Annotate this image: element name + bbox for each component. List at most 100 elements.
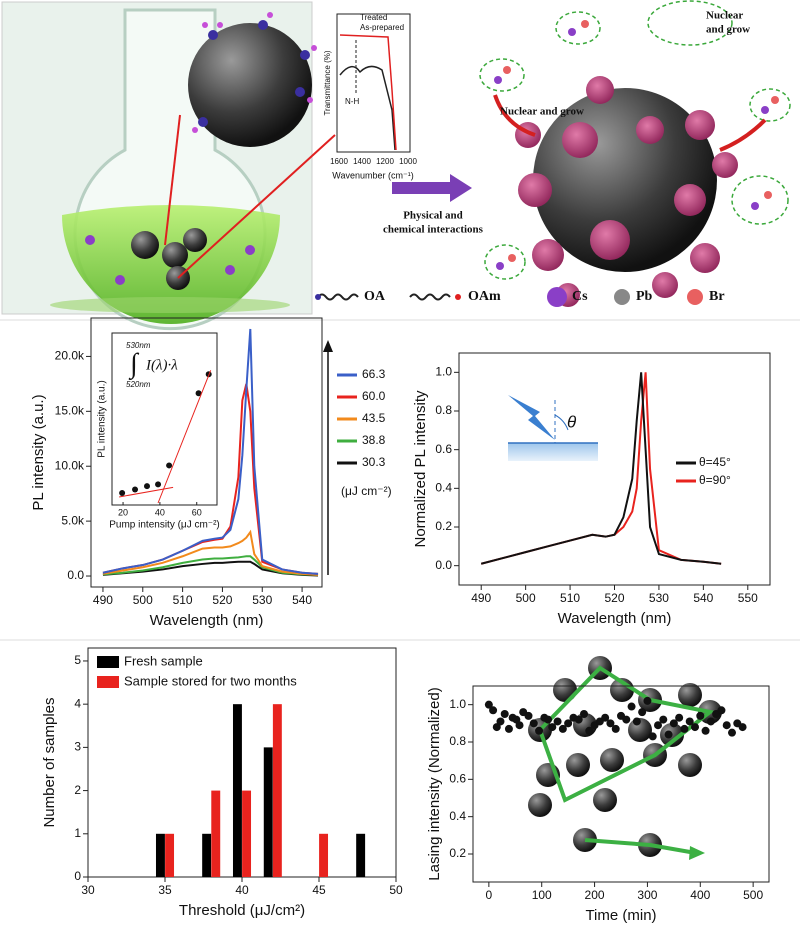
x-tick-label: 40 bbox=[235, 883, 249, 897]
x-tick-label: 550 bbox=[738, 591, 758, 605]
x-tick-label: 200 bbox=[585, 888, 605, 902]
point bbox=[515, 721, 524, 730]
plot-frame bbox=[111, 332, 218, 506]
plot-frame bbox=[472, 685, 770, 883]
y-axis-label: Lasing intensity (Normalized) bbox=[426, 687, 443, 880]
point bbox=[504, 724, 513, 733]
point bbox=[574, 715, 583, 724]
x-tick-label: 100 bbox=[532, 888, 552, 902]
x-tick-label: 400 bbox=[690, 888, 710, 902]
bar bbox=[155, 833, 165, 877]
bar bbox=[263, 747, 273, 877]
legend-arrow-head bbox=[323, 340, 333, 352]
particle bbox=[528, 793, 552, 817]
path-arrow bbox=[584, 838, 691, 854]
point bbox=[611, 724, 620, 733]
point bbox=[728, 728, 736, 737]
series-line bbox=[102, 328, 319, 575]
point bbox=[496, 717, 505, 726]
series-line bbox=[102, 560, 319, 577]
legend-label: Pb bbox=[636, 289, 653, 304]
point bbox=[144, 483, 150, 490]
y-tick-label: 0 bbox=[74, 869, 81, 883]
y-tick-label: 0.8 bbox=[449, 734, 466, 748]
legend-label: Sample stored for two months bbox=[124, 673, 297, 688]
point bbox=[717, 706, 726, 715]
inset-bg bbox=[112, 333, 217, 505]
point bbox=[553, 717, 562, 726]
legend-label: 30.3 bbox=[362, 455, 386, 469]
point bbox=[622, 715, 631, 724]
legend-swatch bbox=[97, 676, 119, 688]
arrow-label: Physical and bbox=[403, 210, 463, 222]
bar bbox=[242, 790, 252, 877]
x-tick-label: 540 bbox=[693, 591, 713, 605]
x-axis-label: Time (min) bbox=[585, 907, 656, 924]
x-tick-label: 540 bbox=[292, 593, 312, 607]
x-tick-label: 300 bbox=[637, 888, 657, 902]
x-tick-label: 0 bbox=[486, 888, 493, 902]
series-line bbox=[102, 529, 319, 576]
point bbox=[500, 710, 509, 718]
y-tick-label: 0.6 bbox=[435, 442, 452, 456]
ftir-tick: 1200 bbox=[376, 157, 394, 166]
point bbox=[654, 721, 662, 730]
point bbox=[489, 706, 498, 715]
y-tick-label: 0.2 bbox=[449, 846, 466, 860]
y-axis-label: PL intensity (a.u.) bbox=[97, 380, 108, 457]
point bbox=[606, 719, 615, 728]
legend-label: Fresh sample bbox=[124, 653, 203, 668]
point bbox=[738, 723, 747, 732]
point bbox=[564, 719, 573, 728]
x-tick-label: 20 bbox=[118, 507, 128, 517]
point bbox=[119, 489, 126, 496]
bar bbox=[232, 704, 242, 877]
legend-label: θ=45° bbox=[699, 455, 731, 469]
point bbox=[166, 462, 173, 469]
ftir-tick: 1000 bbox=[399, 157, 417, 166]
y-tick-label: 0.4 bbox=[449, 809, 466, 823]
plot-frame bbox=[90, 317, 323, 588]
point bbox=[529, 719, 538, 728]
legend-label: Br bbox=[709, 289, 725, 304]
arrow-label: chemical interactions bbox=[383, 224, 484, 236]
legend-label: 38.8 bbox=[362, 433, 386, 447]
ftir-tick: 1400 bbox=[353, 157, 371, 166]
bar bbox=[356, 833, 366, 877]
point bbox=[544, 715, 553, 724]
particle bbox=[593, 788, 617, 812]
point bbox=[601, 713, 610, 722]
x-tick-label: 35 bbox=[158, 883, 172, 897]
formula: I(λ)·λ bbox=[145, 357, 178, 373]
ftir-inset: Treated As-prepared N-H Transmittance (%… bbox=[323, 13, 417, 180]
x-tick-label: 530 bbox=[252, 593, 272, 607]
y-tick-label: 0.2 bbox=[435, 519, 452, 533]
point bbox=[685, 717, 694, 726]
bar bbox=[319, 833, 329, 877]
point bbox=[524, 711, 533, 720]
schematic-legend: OA OAm Cs Pb Br bbox=[315, 287, 725, 307]
y-axis-label: PL intensity (a.u.) bbox=[30, 394, 47, 510]
point bbox=[706, 717, 715, 726]
point bbox=[585, 726, 594, 735]
series-line bbox=[480, 372, 722, 565]
point bbox=[691, 723, 699, 732]
y-tick-label: 10.0k bbox=[55, 458, 85, 472]
y-tick-label: 3 bbox=[74, 740, 81, 754]
sphere-zoom bbox=[164, 12, 336, 279]
x-axis-label: Threshold (μJ/cm²) bbox=[179, 902, 305, 919]
process-arrow: Physical and chemical interactions bbox=[383, 174, 484, 236]
y-tick-label: 2 bbox=[74, 783, 81, 797]
bar bbox=[202, 833, 212, 877]
particle bbox=[678, 753, 702, 777]
y-axis-label: Number of samples bbox=[41, 697, 58, 827]
legend-label: 66.3 bbox=[362, 367, 386, 381]
flask bbox=[50, 8, 290, 331]
particle bbox=[553, 678, 577, 702]
particle-network bbox=[528, 656, 722, 860]
ftir-tick: 1600 bbox=[330, 157, 348, 166]
point bbox=[155, 481, 162, 488]
x-axis-label: Wavelength (nm) bbox=[150, 612, 264, 629]
